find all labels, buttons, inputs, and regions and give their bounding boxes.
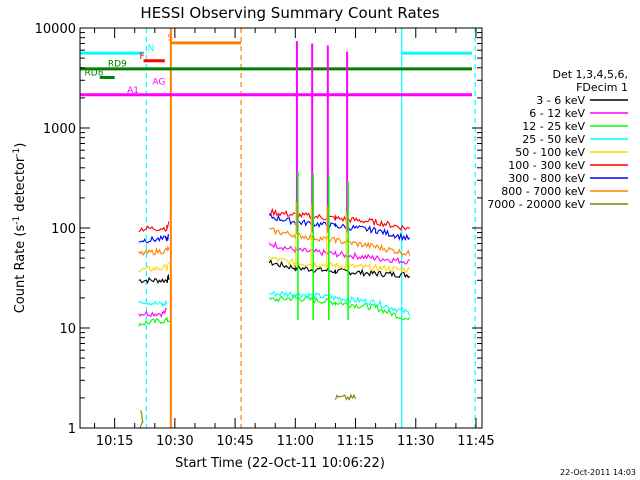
- series-line-5-2: [269, 256, 411, 274]
- series-line-2-1: [138, 307, 168, 318]
- x-tick-label-6: 11:30: [397, 434, 434, 449]
- series-line-1-1: [138, 273, 170, 285]
- legend-label-2: 6 - 12 keV: [529, 107, 585, 120]
- legend-label-9: 7000 - 20000 keV: [487, 198, 585, 211]
- plot-area: N S F RD9 RD8 AG A1: [80, 28, 476, 428]
- flag-label-s: S: [167, 33, 173, 43]
- x-tick-label-1: 10:15: [96, 434, 133, 449]
- series-line-6-2: [269, 207, 411, 231]
- y-axis-label-sup2: -1: [12, 148, 22, 157]
- plot-frame: [79, 27, 483, 429]
- y-tick-label-4: 1000: [43, 122, 76, 137]
- legend-label-6: 100 - 300 keV: [508, 159, 585, 172]
- series-line-8-1: [138, 246, 170, 257]
- chart-title: HESSI Observing Summary Count Rates: [140, 4, 439, 22]
- series-line-1-2: [268, 258, 411, 279]
- y-tick-label-2: 10: [59, 322, 76, 337]
- legend-label-3: 12 - 25 keV: [522, 120, 585, 133]
- series-line-8-2: [268, 227, 411, 257]
- y-axis: 1 10 100 1000 10000: [35, 22, 482, 437]
- flag-label-a1: A1: [127, 86, 139, 96]
- legend-label-4: 25 - 50 keV: [522, 133, 585, 146]
- series-line-9-2: [334, 393, 357, 401]
- y-tick-label-5: 10000: [35, 22, 76, 37]
- legend-label-7: 300 - 800 keV: [508, 172, 585, 185]
- x-axis-label: Start Time (22-Oct-11 10:06:22): [175, 456, 385, 471]
- y-axis-label: Count Rate (s-1 detector-1): [12, 143, 28, 314]
- flag-label-n: N: [148, 44, 155, 54]
- y-tick-label-1: 1: [68, 422, 76, 437]
- series-line-4-1: [138, 299, 168, 308]
- flag-label-layer: N S F RD9 RD8 AG A1: [85, 33, 174, 95]
- x-tick-label-7: 11:45: [457, 434, 494, 449]
- timestamp: 22-Oct-2011 14:03: [560, 468, 636, 477]
- flag-label-f: F: [140, 52, 145, 62]
- flag-label-rd9: RD9: [108, 59, 127, 69]
- plot-layer: [80, 28, 476, 428]
- y-tick-label-3: 100: [51, 222, 76, 237]
- series-line-6-1: [138, 221, 170, 233]
- legend-title-line-1: Det 1,3,4,5,6,: [552, 68, 628, 81]
- series-line-5-1: [138, 262, 170, 273]
- x-tick-label-3: 10:45: [216, 434, 253, 449]
- x-axis: 10:15 10:30 10:45 11:00 11:15 11:30 11:45: [94, 28, 495, 449]
- series-line-3-2: [268, 295, 411, 321]
- series-line-9-1: [139, 410, 144, 428]
- legend-title-line-2: FDecim 1: [576, 81, 628, 94]
- series-line-7-2: [268, 213, 411, 242]
- y-axis-label-end: ): [13, 143, 28, 148]
- flag-label-ag: AG: [152, 78, 165, 88]
- series-line-7-1: [138, 233, 170, 244]
- y-axis-label-main: Count Rate (s: [13, 225, 28, 314]
- series-line-3-1: [138, 317, 171, 327]
- y-axis-label-mid: detector: [13, 156, 28, 216]
- x-tick-label-5: 11:15: [337, 434, 374, 449]
- series-line-2-2: [268, 241, 410, 265]
- series-line-4-2: [268, 290, 411, 317]
- x-tick-label-2: 10:30: [156, 434, 193, 449]
- legend-label-8: 800 - 7000 keV: [501, 185, 585, 198]
- legend-label-5: 50 - 100 keV: [515, 146, 585, 159]
- x-tick-label-4: 11:00: [277, 434, 314, 449]
- flag-label-rd8: RD8: [85, 68, 104, 78]
- y-axis-label-sup: -1: [12, 216, 22, 225]
- legend-label-1: 3 - 6 keV: [536, 94, 585, 107]
